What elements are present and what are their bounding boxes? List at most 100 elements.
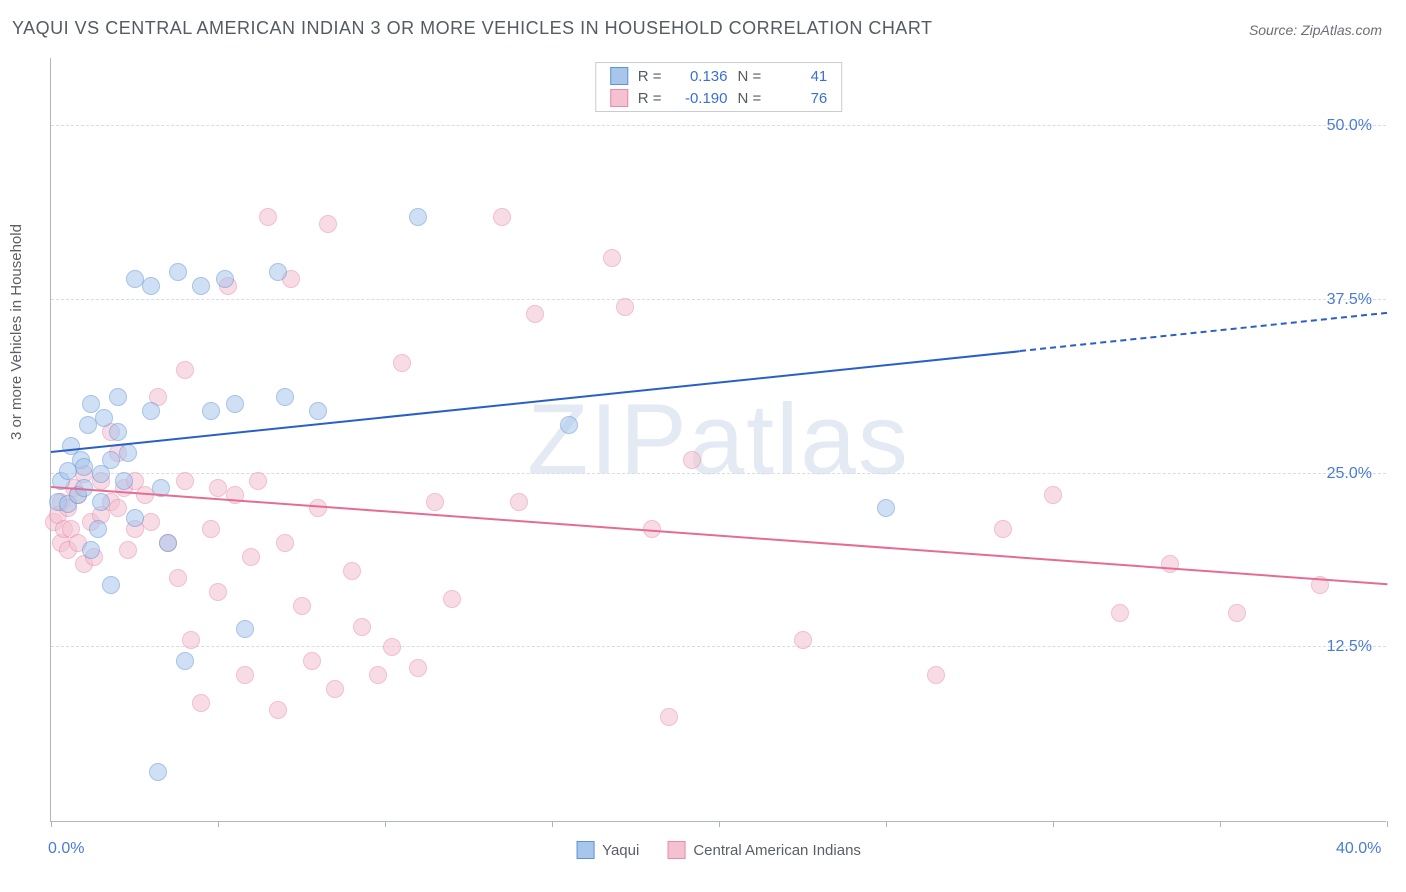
data-point xyxy=(276,388,294,406)
legend-item-cai: Central American Indians xyxy=(667,841,861,859)
data-point xyxy=(92,493,110,511)
swatch-cai xyxy=(667,841,685,859)
data-point xyxy=(176,472,194,490)
data-point xyxy=(169,569,187,587)
data-point xyxy=(119,541,137,559)
chart-title: YAQUI VS CENTRAL AMERICAN INDIAN 3 OR MO… xyxy=(12,18,933,39)
legend-label: Yaqui xyxy=(602,842,639,859)
gridline xyxy=(51,646,1386,647)
n-label: N = xyxy=(738,90,762,107)
x-tick xyxy=(218,821,219,827)
x-tick xyxy=(385,821,386,827)
gridline xyxy=(51,299,1386,300)
data-point xyxy=(89,520,107,538)
data-point xyxy=(192,277,210,295)
r-label: R = xyxy=(638,90,662,107)
y-tick-label: 50.0% xyxy=(1327,117,1372,135)
data-point xyxy=(616,298,634,316)
legend-label: Central American Indians xyxy=(693,842,861,859)
regression-line xyxy=(51,350,1020,453)
data-point xyxy=(259,208,277,226)
data-point xyxy=(560,416,578,434)
data-point xyxy=(126,270,144,288)
data-point xyxy=(102,451,120,469)
data-point xyxy=(115,472,133,490)
data-point xyxy=(877,499,895,517)
data-point xyxy=(660,708,678,726)
y-tick-label: 12.5% xyxy=(1327,638,1372,656)
data-point xyxy=(493,208,511,226)
data-point xyxy=(1111,604,1129,622)
x-tick xyxy=(1053,821,1054,827)
x-tick xyxy=(886,821,887,827)
data-point xyxy=(409,659,427,677)
data-point xyxy=(1044,486,1062,504)
data-point xyxy=(683,451,701,469)
data-point xyxy=(209,583,227,601)
data-point xyxy=(82,541,100,559)
data-point xyxy=(142,402,160,420)
data-point xyxy=(109,388,127,406)
data-point xyxy=(510,493,528,511)
data-point xyxy=(603,249,621,267)
r-value: 0.136 xyxy=(672,68,728,85)
data-point xyxy=(409,208,427,226)
data-point xyxy=(109,423,127,441)
data-point xyxy=(109,499,127,517)
data-point xyxy=(142,513,160,531)
regression-line xyxy=(51,486,1387,585)
watermark-atlas: atlas xyxy=(689,383,910,495)
n-value: 41 xyxy=(771,68,827,85)
data-point xyxy=(309,402,327,420)
data-point xyxy=(242,548,260,566)
data-point xyxy=(343,562,361,580)
data-point xyxy=(176,652,194,670)
data-point xyxy=(192,694,210,712)
data-point xyxy=(142,277,160,295)
source-attribution: Source: ZipAtlas.com xyxy=(1249,22,1382,38)
legend-item-yaqui: Yaqui xyxy=(576,841,639,859)
x-tick xyxy=(552,821,553,827)
x-tick xyxy=(1387,821,1388,827)
plot-area: ZIPatlas R = 0.136 N = 41 R = -0.190 N =… xyxy=(50,58,1386,822)
data-point xyxy=(249,472,267,490)
data-point xyxy=(169,263,187,281)
data-point xyxy=(202,520,220,538)
data-point xyxy=(1228,604,1246,622)
data-point xyxy=(927,666,945,684)
data-point xyxy=(269,263,287,281)
n-label: N = xyxy=(738,68,762,85)
data-point xyxy=(182,631,200,649)
r-label: R = xyxy=(638,68,662,85)
x-tick xyxy=(1220,821,1221,827)
gridline xyxy=(51,125,1386,126)
data-point xyxy=(276,534,294,552)
data-point xyxy=(353,618,371,636)
data-point xyxy=(236,620,254,638)
data-point xyxy=(269,701,287,719)
data-point xyxy=(303,652,321,670)
x-tick xyxy=(51,821,52,827)
swatch-yaqui xyxy=(576,841,594,859)
data-point xyxy=(369,666,387,684)
data-point xyxy=(202,402,220,420)
data-point xyxy=(393,354,411,372)
y-tick-label: 25.0% xyxy=(1327,465,1372,483)
stats-row-yaqui: R = 0.136 N = 41 xyxy=(596,65,842,87)
data-point xyxy=(176,361,194,379)
data-point xyxy=(79,416,97,434)
swatch-cai xyxy=(610,89,628,107)
swatch-yaqui xyxy=(610,67,628,85)
data-point xyxy=(293,597,311,615)
correlation-chart: YAQUI VS CENTRAL AMERICAN INDIAN 3 OR MO… xyxy=(0,0,1406,892)
y-tick-label: 37.5% xyxy=(1327,291,1372,309)
regression-line xyxy=(1019,312,1387,352)
data-point xyxy=(326,680,344,698)
data-point xyxy=(794,631,812,649)
series-legend: Yaqui Central American Indians xyxy=(576,841,861,859)
stats-row-cai: R = -0.190 N = 76 xyxy=(596,87,842,109)
data-point xyxy=(126,509,144,527)
data-point xyxy=(319,215,337,233)
y-axis-label: 3 or more Vehicles in Household xyxy=(8,224,25,440)
x-tick-label-max: 40.0% xyxy=(1336,840,1381,858)
